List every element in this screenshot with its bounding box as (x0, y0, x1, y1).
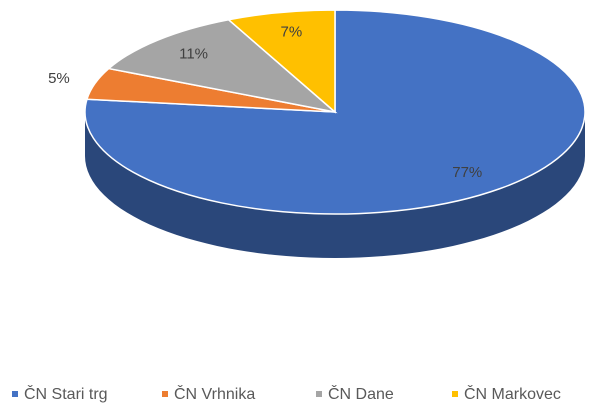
legend-swatch (452, 391, 458, 397)
legend-swatch (316, 391, 322, 397)
slice-side (85, 112, 585, 258)
legend-label: ČN Dane (328, 384, 394, 403)
slice (107, 18, 338, 114)
data-label: 11% (179, 45, 208, 62)
legend-swatch (12, 391, 18, 397)
legend-label: ČN Markovec (464, 384, 561, 403)
slice (226, 9, 336, 114)
legend-swatch (162, 391, 168, 397)
data-label: 77% (452, 164, 482, 181)
legend-label: ČN Vrhnika (174, 384, 255, 403)
data-label: 5% (48, 70, 70, 87)
data-label: 7% (281, 23, 303, 40)
legend-label: ČN Stari trg (24, 384, 108, 403)
